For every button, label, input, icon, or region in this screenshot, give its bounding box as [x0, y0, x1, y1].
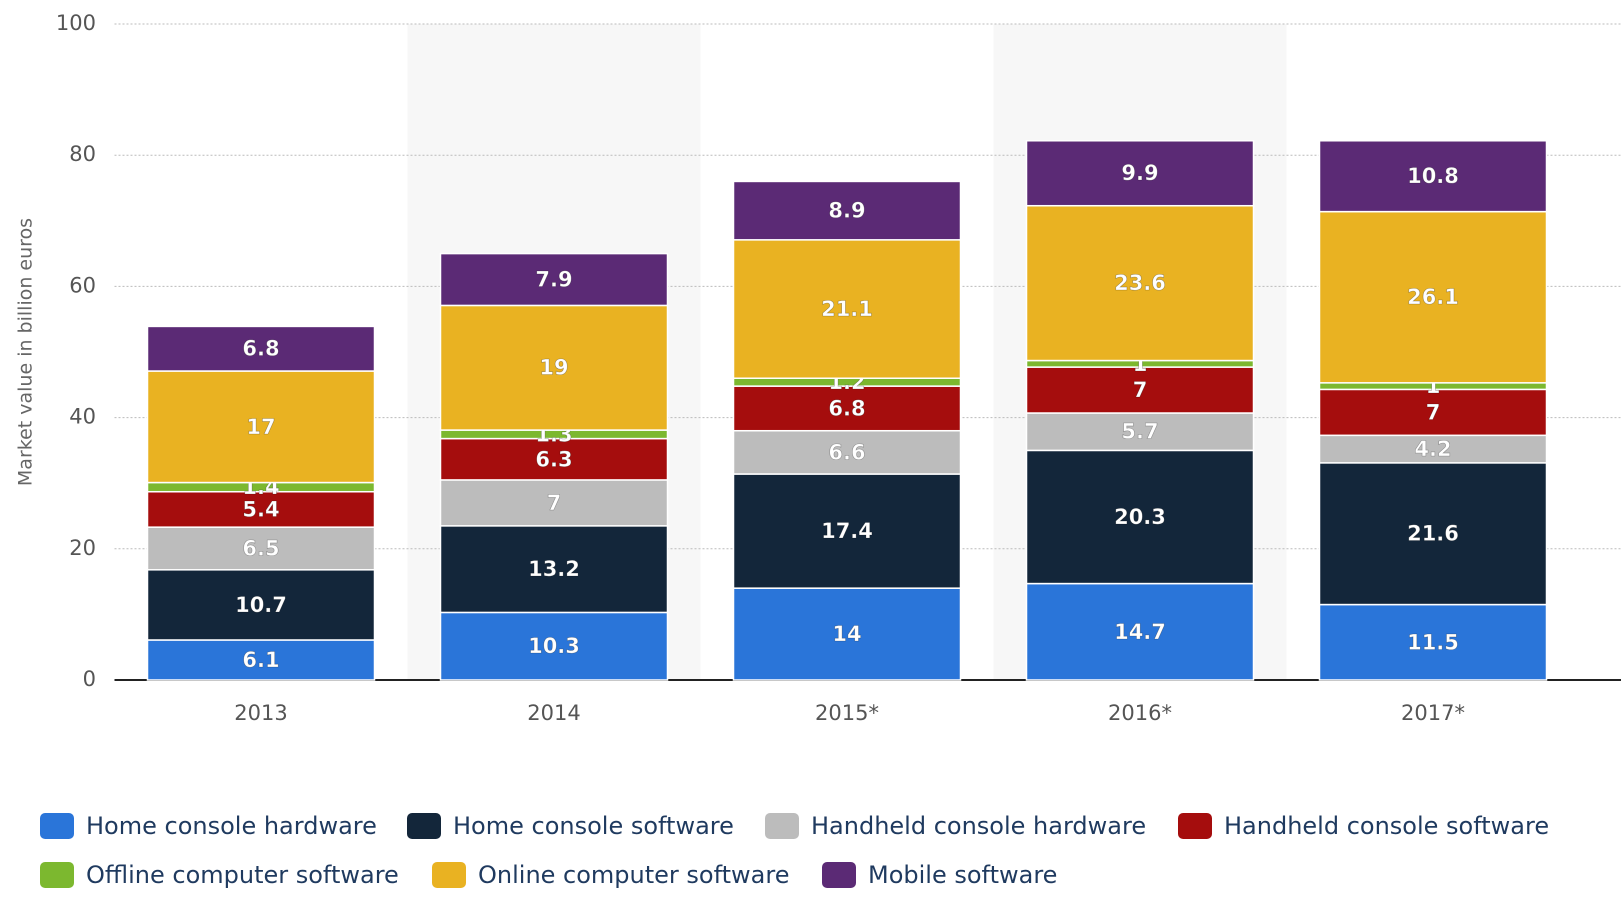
bar-segment: [1025, 449, 1255, 585]
bar-segment: [732, 385, 962, 432]
bar-segment: [439, 611, 669, 681]
bar-segment: [439, 252, 669, 307]
bar-segment: [439, 479, 669, 527]
data-label: 17: [246, 415, 275, 439]
bar-segment: [732, 587, 962, 681]
legend-swatch: [40, 813, 74, 839]
data-label: 9.9: [1121, 161, 1158, 185]
bar-segment: [1025, 140, 1255, 207]
bar-segment: [732, 429, 962, 475]
data-label: 13.2: [528, 557, 580, 581]
y-tick-label: 20: [69, 536, 96, 560]
data-label: 6.3: [535, 447, 572, 471]
data-label: 7: [1133, 378, 1148, 402]
bar-segment: [1025, 204, 1255, 362]
data-label: 26.1: [1407, 285, 1459, 309]
y-axis-label: Market value in billion euros: [15, 218, 37, 486]
legend-swatch: [407, 813, 441, 839]
bar-segment: [1025, 412, 1255, 452]
data-label: 7: [1426, 400, 1441, 424]
x-tick-label: 2016*: [1108, 701, 1172, 725]
legend-label: Handheld console hardware: [811, 812, 1146, 840]
data-label: 10.8: [1407, 164, 1459, 188]
legend-swatch: [432, 862, 466, 888]
x-tick-label: 2015*: [815, 701, 879, 725]
legend-swatch: [1178, 813, 1212, 839]
bar-segment: [439, 437, 669, 481]
data-label: 7: [547, 491, 562, 515]
y-tick-label: 60: [69, 273, 96, 297]
legend-swatch: [822, 862, 856, 888]
legend-label: Home console hardware: [86, 812, 377, 840]
legend-swatch: [40, 862, 74, 888]
data-label: 5.7: [1121, 420, 1158, 444]
y-tick-label: 80: [69, 142, 96, 166]
data-label: 11.5: [1407, 630, 1459, 654]
legend-label: Offline computer software: [86, 861, 399, 889]
legend-swatch: [765, 813, 799, 839]
bar-segment: [1025, 366, 1255, 414]
data-label: 19: [539, 356, 568, 380]
x-tick-label: 2017*: [1401, 701, 1465, 725]
y-tick-label: 0: [83, 667, 96, 691]
bar-segment: [146, 370, 376, 484]
legend-label: Home console software: [453, 812, 734, 840]
bar-segment: [146, 569, 376, 641]
bar-segment: [1318, 210, 1548, 384]
data-label: 14: [832, 622, 861, 646]
bar-segment: [1318, 462, 1548, 606]
data-label: 6.6: [828, 440, 865, 464]
x-tick-label: 2013: [234, 701, 287, 725]
bar-segment: [146, 490, 376, 528]
data-label: 8.9: [828, 199, 865, 223]
bar-segment: [146, 325, 376, 372]
data-label: 6.8: [242, 337, 279, 361]
data-label: 6.1: [242, 648, 279, 672]
data-label: 6.8: [828, 396, 865, 420]
bar-segment: [732, 239, 962, 379]
legend-label: Online computer software: [478, 861, 789, 889]
legend-label: Handheld console software: [1224, 812, 1549, 840]
data-label: 4.2: [1414, 437, 1451, 461]
data-label: 17.4: [821, 519, 873, 543]
y-tick-label: 40: [69, 405, 96, 429]
data-label: 5.4: [242, 497, 279, 521]
data-label: 21.6: [1407, 522, 1459, 546]
data-label: 10.3: [528, 634, 580, 658]
bar-segment: [732, 473, 962, 589]
data-label: 7.9: [535, 268, 572, 292]
legend-label: Mobile software: [868, 861, 1057, 889]
bar-segment: [1318, 603, 1548, 681]
data-label: 23.6: [1114, 271, 1166, 295]
data-label: 6.5: [242, 536, 279, 560]
data-label: 21.1: [821, 297, 873, 321]
bar-segment: [1318, 140, 1548, 213]
bar-segment: [146, 526, 376, 571]
bar-segment: [1025, 582, 1255, 681]
data-label: 10.7: [235, 593, 287, 617]
data-label: 14.7: [1114, 620, 1166, 644]
data-label: 20.3: [1114, 505, 1166, 529]
bar-segment: [732, 180, 962, 241]
x-tick-label: 2014: [527, 701, 580, 725]
y-tick-label: 100: [56, 11, 96, 35]
